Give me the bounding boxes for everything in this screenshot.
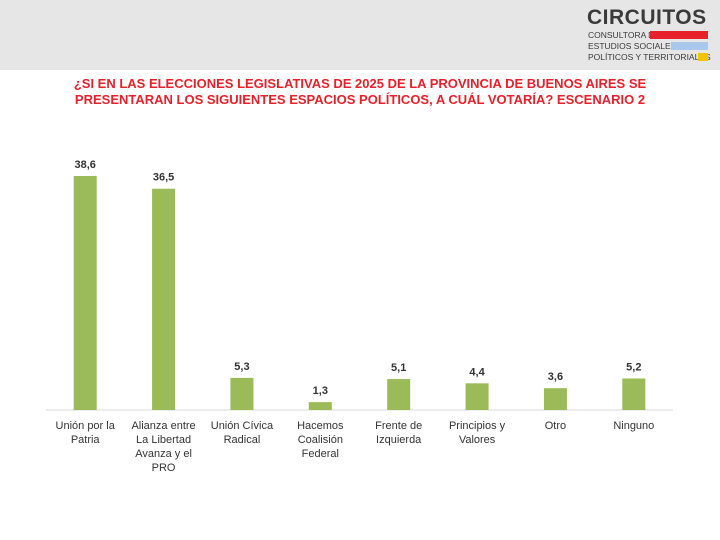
brand-bar-red <box>650 31 708 39</box>
data-label: 4,4 <box>469 366 485 378</box>
category-label: Izquierda <box>376 434 422 446</box>
category-label: Coalisión <box>298 434 343 446</box>
category-label: Otro <box>545 420 566 432</box>
brand-name: CIRCUITOS <box>587 6 707 29</box>
chart-title-line-2: PRESENTARAN LOS SIGUIENTES ESPACIOS POLÍ… <box>74 92 646 107</box>
category-label: PRO <box>152 462 176 474</box>
category-label: Patria <box>71 434 101 446</box>
category-label: Hacemos <box>297 420 344 432</box>
category-label: Alianza entre <box>131 420 195 432</box>
category-label: Principios y <box>449 420 506 432</box>
data-label: 3,6 <box>548 371 563 383</box>
chart-title-line-1: ¿SI EN LAS ELECCIONES LEGISLATIVAS DE 20… <box>73 76 647 91</box>
bar <box>152 188 176 410</box>
category-label: Unión Cívica <box>211 420 274 432</box>
bar <box>387 379 411 410</box>
data-label: 36,5 <box>153 172 174 184</box>
brand-line-2: ESTUDIOS SOCIALES, <box>588 41 679 51</box>
data-label: 38,6 <box>74 159 95 171</box>
bar <box>622 378 646 410</box>
category-label: Radical <box>224 434 261 446</box>
category-label: La Libertad <box>136 434 191 446</box>
bar <box>543 388 567 410</box>
category-label: Avanza y el <box>135 448 192 460</box>
data-label: 5,2 <box>626 361 641 373</box>
category-label: Valores <box>459 434 496 446</box>
data-label: 5,1 <box>391 362 406 374</box>
brand-bar-yellow <box>698 53 708 61</box>
brand-logo: CIRCUITOS CONSULTORA DE ESTUDIOS SOCIALE… <box>587 6 712 66</box>
brand-line-3: POLÍTICOS Y TERRITORIALES <box>588 52 711 62</box>
category-label: Federal <box>302 448 339 460</box>
header-band <box>0 0 720 70</box>
bar <box>230 377 254 410</box>
category-label: Unión por la <box>56 420 116 432</box>
brand-line-1: CONSULTORA DE <box>588 30 660 40</box>
data-label: 1,3 <box>313 385 328 397</box>
brand-bar-blue <box>671 42 708 50</box>
chart-title: ¿SI EN LAS ELECCIONES LEGISLATIVAS DE 20… <box>30 76 690 108</box>
bar <box>73 176 97 410</box>
bar <box>308 402 332 410</box>
category-label: Ninguno <box>613 420 654 432</box>
bar <box>465 383 489 410</box>
category-label: Frente de <box>375 420 422 432</box>
data-label: 5,3 <box>234 361 249 373</box>
